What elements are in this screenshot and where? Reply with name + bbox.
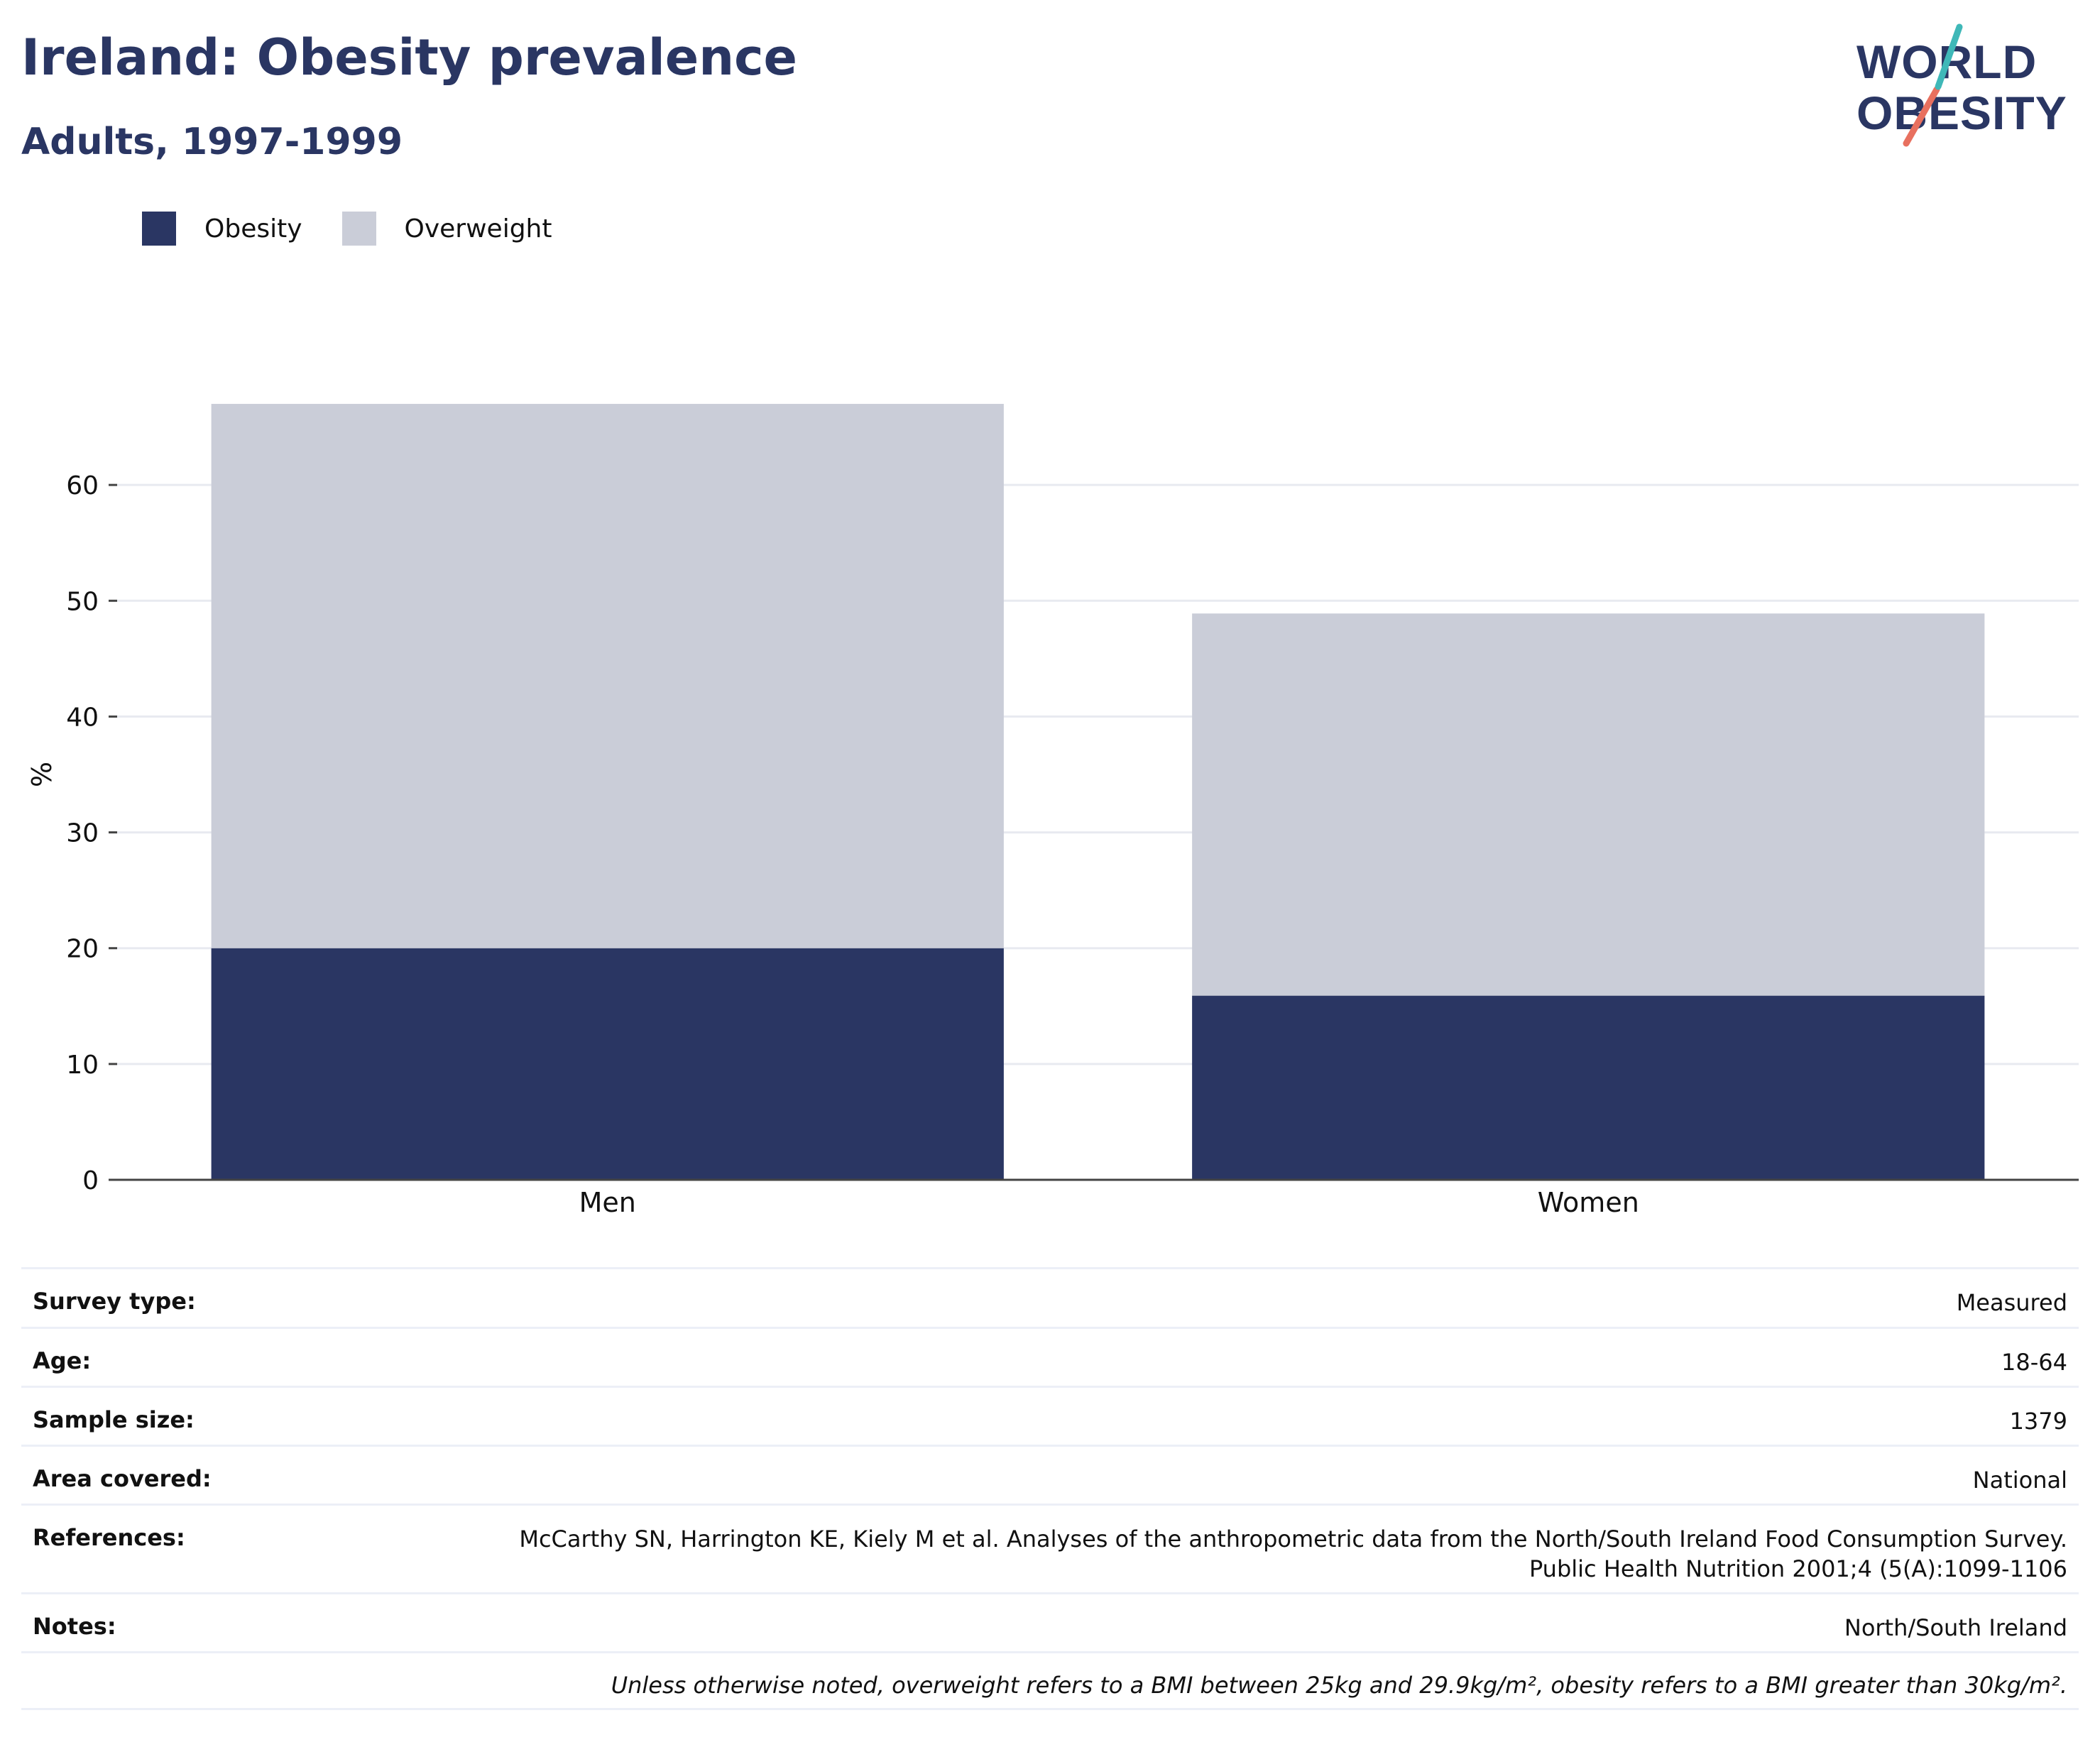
- bar-obesity-men: [211, 948, 1004, 1180]
- info-row-sample-size: Sample size: 1379: [21, 1386, 2079, 1445]
- info-label: Age:: [33, 1347, 92, 1374]
- reference-line-1: McCarthy SN, Harrington KE, Kiely M et a…: [519, 1526, 2067, 1552]
- survey-info-table: Survey type: Measured Age: 18-64 Sample …: [21, 1267, 2079, 1710]
- y-tick-label: 10: [66, 1051, 99, 1080]
- info-label: Notes:: [33, 1613, 116, 1640]
- y-tick-label: 40: [66, 703, 99, 732]
- info-value: North/South Ireland: [1844, 1614, 2067, 1641]
- info-value: 1379: [2009, 1408, 2067, 1435]
- info-label: Survey type:: [33, 1288, 196, 1315]
- y-axis-label: %: [26, 762, 58, 787]
- legend-label-overweight: Overweight: [404, 214, 552, 243]
- stacked-bar-chart: 0 10 20 30 40 50 60 Men Women%: [26, 403, 2079, 1218]
- info-row-references: References: McCarthy SN, Harrington KE, …: [21, 1504, 2079, 1592]
- info-label: Sample size:: [33, 1406, 195, 1433]
- info-value: National: [1972, 1467, 2067, 1494]
- legend-label-obesity: Obesity: [204, 214, 302, 243]
- bars: [211, 403, 1985, 1180]
- reference-line-2: Public Health Nutrition 2001;4 (5(A):109…: [1528, 1555, 2067, 1582]
- bar-overweight-men: [211, 403, 1004, 948]
- bar-overweight-women: [1192, 613, 1985, 996]
- chart-title: Ireland: Obesity prevalence: [21, 28, 798, 87]
- info-row-survey-type: Survey type: Measured: [21, 1267, 2079, 1327]
- bmi-footnote: Unless otherwise noted, overweight refer…: [611, 1672, 2067, 1699]
- y-tick-label: 60: [66, 471, 99, 500]
- info-label: Area covered:: [33, 1465, 212, 1492]
- info-row-age: Age: 18-64: [21, 1327, 2079, 1386]
- svg-text:OBESITY: OBESITY: [1856, 87, 2067, 139]
- bar-obesity-women: [1192, 995, 1985, 1180]
- x-tick-label: Men: [579, 1187, 636, 1218]
- y-tick-label: 20: [66, 935, 99, 964]
- legend-swatch-overweight: [341, 212, 376, 246]
- reference-text: McCarthy SN, Harrington KE, Kiely M et a…: [519, 1524, 2067, 1584]
- world-obesity-logo: WORLD OBESITY: [1856, 23, 2067, 147]
- chart-legend: Obesity Overweight: [142, 212, 591, 246]
- legend-swatch-obesity: [142, 212, 176, 246]
- info-value: 18-64: [2001, 1349, 2067, 1376]
- axes: 0 10 20 30 40 50 60 Men Women%: [26, 471, 2079, 1218]
- info-label: References:: [33, 1524, 185, 1551]
- x-tick-label: Women: [1538, 1187, 1639, 1218]
- info-row-area-covered: Area covered: National: [21, 1445, 2079, 1504]
- y-tick-label: 0: [82, 1166, 99, 1195]
- y-tick-label: 50: [66, 587, 99, 616]
- legend-item-overweight[interactable]: Overweight: [341, 212, 552, 246]
- info-row-footnote: Unless otherwise noted, overweight refer…: [21, 1651, 2079, 1710]
- legend-item-obesity[interactable]: Obesity: [142, 212, 302, 246]
- info-row-notes: Notes: North/South Ireland: [21, 1592, 2079, 1651]
- info-value: Measured: [1956, 1289, 2067, 1316]
- y-tick-label: 30: [66, 819, 99, 848]
- chart-subtitle: Adults, 1997-1999: [21, 121, 403, 163]
